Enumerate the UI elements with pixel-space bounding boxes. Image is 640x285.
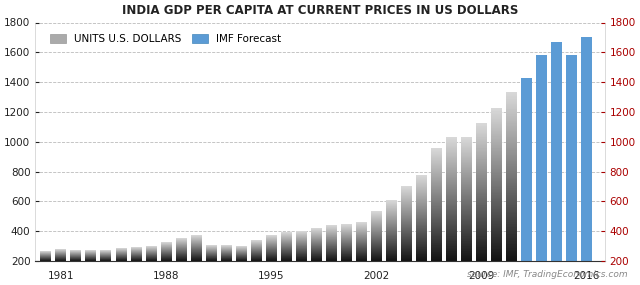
Bar: [581, 37, 592, 261]
Bar: [551, 42, 562, 261]
Legend: UNITS U.S. DOLLARS, IMF Forecast: UNITS U.S. DOLLARS, IMF Forecast: [46, 30, 285, 48]
Title: INDIA GDP PER CAPITA AT CURRENT PRICES IN US DOLLARS: INDIA GDP PER CAPITA AT CURRENT PRICES I…: [122, 4, 518, 17]
Text: source: IMF, TradingEconomics.com: source: IMF, TradingEconomics.com: [467, 270, 627, 279]
Bar: [536, 55, 547, 261]
Bar: [566, 55, 577, 261]
Bar: [521, 78, 532, 261]
